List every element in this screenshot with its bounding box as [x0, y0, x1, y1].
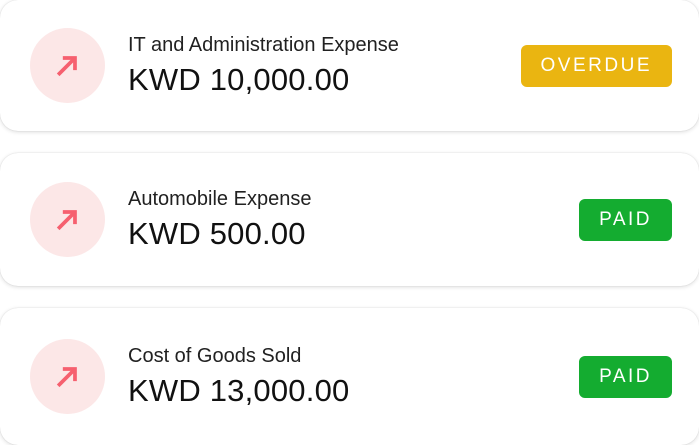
- expense-card[interactable]: Cost of Goods Sold KWD 13,000.00 PAID: [0, 308, 699, 445]
- expense-title: Cost of Goods Sold: [128, 345, 302, 367]
- expense-info: Cost of Goods Sold KWD 13,000.00: [128, 344, 349, 409]
- expense-icon-circle: [30, 182, 105, 257]
- expense-amount: KWD 500.00: [128, 216, 306, 251]
- expense-amount: KWD 10,000.00: [128, 62, 350, 97]
- status-badge: PAID: [579, 198, 672, 241]
- status-badge: PAID: [579, 355, 672, 398]
- expense-icon-circle: [30, 28, 105, 103]
- expense-amount: KWD 13,000.00: [128, 373, 350, 408]
- arrow-up-right-icon: [56, 56, 77, 77]
- arrow-up-right-icon: [56, 210, 77, 231]
- expense-info: Automobile Expense KWD 500.00: [128, 187, 311, 252]
- expense-info: IT and Administration Expense KWD 10,000…: [128, 33, 399, 98]
- expense-title: IT and Administration Expense: [128, 34, 399, 56]
- expense-title: Automobile Expense: [128, 188, 312, 210]
- expense-icon-circle: [30, 339, 105, 414]
- status-badge: OVERDUE: [520, 44, 672, 87]
- arrow-up-right-icon: [56, 367, 77, 388]
- expense-card[interactable]: IT and Administration Expense KWD 10,000…: [0, 0, 699, 131]
- expense-card[interactable]: Automobile Expense KWD 500.00 PAID: [0, 153, 699, 286]
